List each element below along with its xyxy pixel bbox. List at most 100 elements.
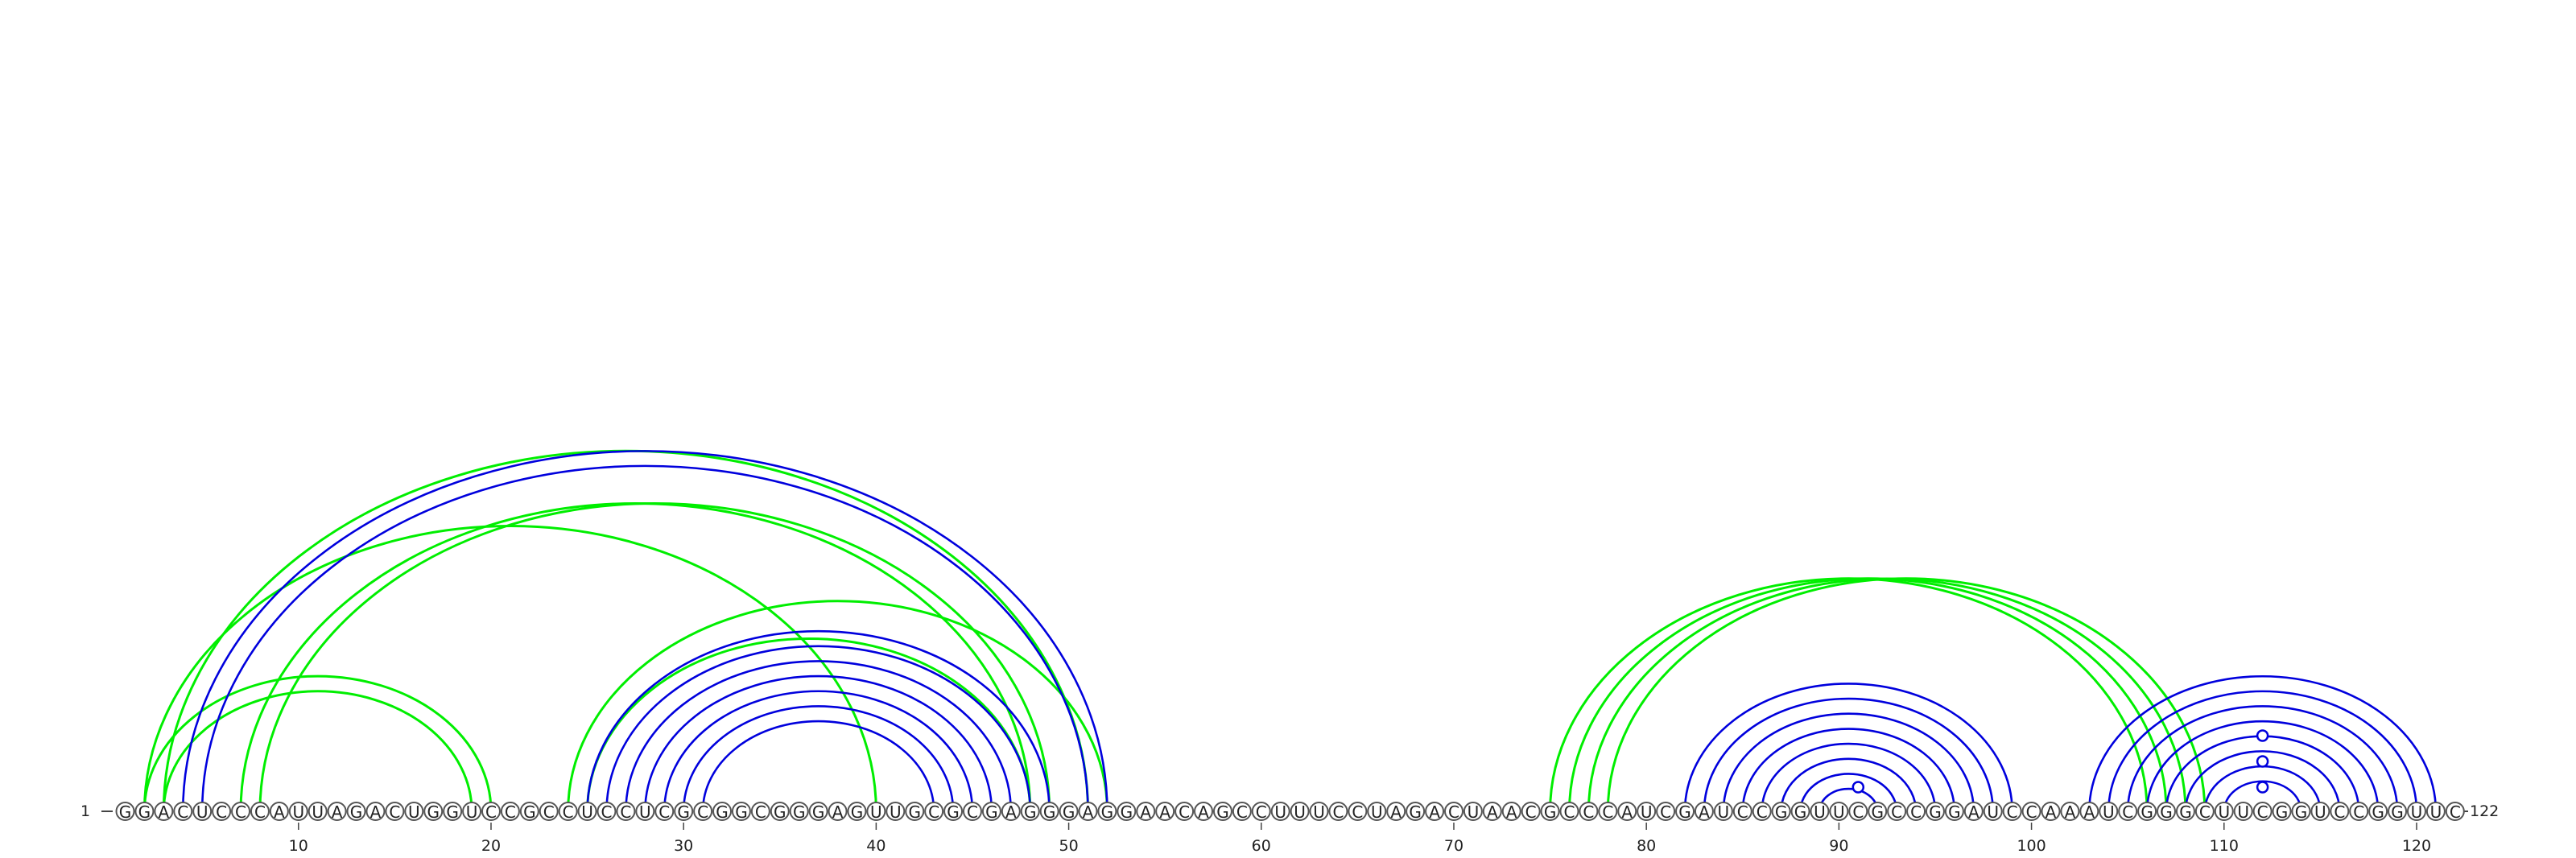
nucleotide: G bbox=[1868, 802, 1888, 822]
nucleotide: U bbox=[2099, 802, 2119, 822]
nucleotide: G bbox=[1771, 802, 1791, 822]
nucleotide: C bbox=[1752, 802, 1772, 822]
nucleotide-letter: G bbox=[119, 802, 132, 822]
nucleotide-letter: C bbox=[2026, 802, 2037, 822]
blue-pair-arc bbox=[625, 660, 1013, 812]
nucleotide: C bbox=[1348, 802, 1368, 822]
nucleotide-circle bbox=[2252, 802, 2273, 821]
nucleotide: C bbox=[2118, 802, 2138, 822]
nucleotide: C bbox=[1328, 802, 1348, 822]
nucleotide-circle bbox=[1212, 802, 1232, 821]
nucleotide-letter: U bbox=[639, 802, 651, 822]
nucleotide: A bbox=[1617, 802, 1637, 822]
nucleotide-letter: G bbox=[735, 802, 748, 822]
nucleotide-letter: U bbox=[1641, 802, 1653, 822]
nucleotide-circle bbox=[1906, 802, 1926, 821]
nucleotide-circle bbox=[1348, 802, 1368, 821]
nucleotide-letter: C bbox=[1525, 802, 1537, 822]
nucleotide-letter: C bbox=[254, 802, 266, 822]
nucleotide-letter: G bbox=[1794, 802, 1807, 822]
nucleotide-letter: G bbox=[812, 802, 825, 822]
nucleotide-circle bbox=[712, 802, 733, 821]
nucleotide-letter: A bbox=[1140, 802, 1151, 822]
nucleotide-letter: G bbox=[774, 802, 786, 822]
nucleotide-letter: G bbox=[1775, 802, 1788, 822]
nucleotide-letter: G bbox=[2140, 802, 2153, 822]
nucleotide-letter: A bbox=[1159, 802, 1170, 822]
tick-label: 90 bbox=[1829, 837, 1848, 855]
nucleotide-circle bbox=[770, 802, 790, 821]
nucleotide-circle bbox=[674, 802, 694, 821]
nucleotide-circle bbox=[288, 802, 308, 821]
nucleotide-circle bbox=[1963, 802, 1984, 821]
nucleotide-letter: U bbox=[2430, 802, 2442, 822]
nucleotide-circle bbox=[558, 802, 578, 821]
nucleotide-circle bbox=[1732, 802, 1752, 821]
nucleotide-circle bbox=[1848, 802, 1868, 821]
blue-pair-arc bbox=[200, 464, 1089, 812]
nucleotide: G bbox=[943, 802, 964, 822]
nucleotide-circle bbox=[597, 802, 617, 821]
nucleotide-circle bbox=[365, 802, 386, 821]
nucleotide-circle bbox=[1443, 802, 1463, 821]
end-index-label: 122 bbox=[2470, 802, 2499, 820]
loop-markers bbox=[1852, 729, 2269, 794]
nucleotide: G bbox=[2272, 802, 2292, 822]
nucleotide: A bbox=[1136, 802, 1156, 822]
nucleotide: A bbox=[1194, 802, 1214, 822]
blue-pair-arc bbox=[586, 629, 1051, 812]
nucleotide-letter: C bbox=[601, 802, 613, 822]
nucleotide-circle bbox=[693, 802, 713, 821]
nucleotide-circle bbox=[154, 802, 174, 821]
nucleotide-letter: C bbox=[697, 802, 708, 822]
nucleotide: G bbox=[115, 802, 135, 822]
nucleotide: G bbox=[1540, 802, 1560, 822]
nucleotide-letter: A bbox=[1429, 802, 1440, 822]
blue-pair-arc bbox=[682, 705, 955, 812]
nucleotide: C bbox=[597, 802, 617, 822]
nucleotide: G bbox=[981, 802, 1001, 822]
nucleotide: G bbox=[1117, 802, 1137, 822]
base-pair-arcs bbox=[142, 449, 2438, 812]
nucleotide-circle bbox=[1637, 802, 1657, 821]
tick-label: 70 bbox=[1444, 837, 1463, 855]
nucleotide-circle bbox=[1270, 802, 1290, 821]
nucleotide-letter: A bbox=[1487, 802, 1498, 822]
nucleotide-circle bbox=[1386, 802, 1406, 821]
blue-pair-arc bbox=[644, 674, 993, 812]
nucleotide-circle bbox=[1771, 802, 1791, 821]
nucleotide: U bbox=[288, 802, 308, 822]
blue-pair-arc bbox=[2088, 674, 2438, 812]
nucleotide-letter: C bbox=[177, 802, 188, 822]
nucleotide-circle bbox=[1194, 802, 1214, 821]
nucleotide-letter: C bbox=[543, 802, 555, 822]
nucleotide: G bbox=[2368, 802, 2388, 822]
nucleotide-circle bbox=[539, 802, 559, 821]
nucleotide-letter: U bbox=[1987, 802, 1999, 822]
green-pair-arc bbox=[586, 637, 1032, 812]
tick-label: 50 bbox=[1059, 837, 1078, 855]
nucleotide-circle bbox=[2425, 802, 2446, 821]
nucleotide-letter: G bbox=[1043, 802, 1056, 822]
nucleotide: C bbox=[539, 802, 559, 822]
nucleotide-letter: U bbox=[870, 802, 882, 822]
nucleotide: A bbox=[1694, 802, 1714, 822]
nucleotide-letter: A bbox=[2046, 802, 2057, 822]
nucleotide-circle bbox=[1290, 802, 1310, 821]
blue-pair-arc bbox=[1780, 757, 1918, 812]
nucleotide-circle bbox=[981, 802, 1001, 821]
nucleotide: G bbox=[519, 802, 539, 822]
nucleotide-circle bbox=[1983, 802, 2003, 821]
loop-marker-icon bbox=[2256, 781, 2269, 794]
nucleotide: U bbox=[1367, 802, 1387, 822]
nucleotide: C bbox=[1521, 802, 1541, 822]
nucleotide-circle bbox=[2175, 802, 2195, 821]
nucleotide: C bbox=[924, 802, 944, 822]
tick-label: 10 bbox=[289, 837, 308, 855]
nucleotide-circle bbox=[1713, 802, 1733, 821]
nucleotide-letter: U bbox=[890, 802, 902, 822]
nucleotide-letter: C bbox=[620, 802, 631, 822]
nucleotide-circle bbox=[192, 802, 213, 821]
nucleotide-letter: G bbox=[1063, 802, 1075, 822]
nucleotide-letter: C bbox=[389, 802, 400, 822]
